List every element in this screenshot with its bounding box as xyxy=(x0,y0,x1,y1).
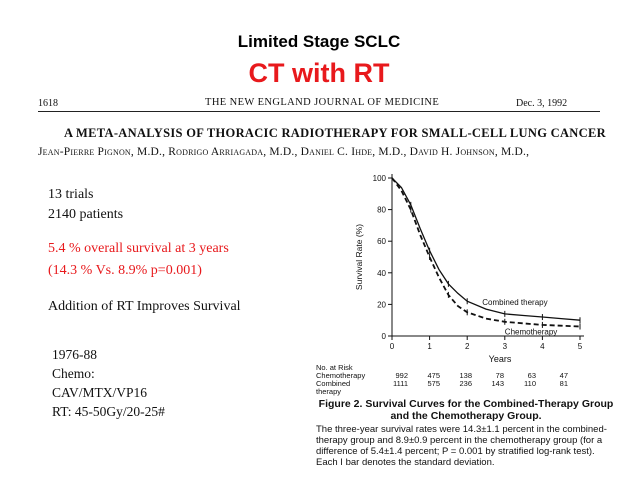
y-tick-label: 40 xyxy=(377,269,386,278)
risk-row-chemotherapy: Chemotherapy 992 475 138 78 63 47 xyxy=(316,372,572,380)
y-axis-label: Survival Rate (%) xyxy=(354,224,364,290)
risk-cell: 78 xyxy=(495,371,504,380)
regimen-chemo-label: Chemo: xyxy=(52,366,95,381)
slide-title-line2: CT with RT xyxy=(248,58,390,88)
regimen-rt: RT: 45-50Gy/20-25# xyxy=(52,404,165,419)
trials-count: 13 trials xyxy=(48,187,94,202)
risk-cell: 63 xyxy=(527,371,536,380)
survival-detail: (14.3 % Vs. 8.9% p=0.001) xyxy=(48,263,202,278)
x-tick-label: 2 xyxy=(465,342,470,351)
y-tick-label: 80 xyxy=(377,206,386,215)
series-annotation: Chemotherapy xyxy=(505,327,557,336)
risk-row-label: Chemotherapy xyxy=(316,371,366,380)
series-line-chemo xyxy=(391,177,581,328)
risk-cell: 475 xyxy=(427,371,440,380)
figure-caption-title: Figure 2. Survival Curves for the Combin… xyxy=(318,398,614,422)
risk-cell: 47 xyxy=(559,371,568,380)
y-tick-label: 100 xyxy=(373,174,387,183)
risk-cell: 992 xyxy=(395,371,408,380)
y-tick-label: 20 xyxy=(377,300,386,309)
article-title: A META-ANALYSIS OF THORACIC RADIOTHERAPY… xyxy=(64,126,606,140)
slide-title-line1: Limited Stage SCLC xyxy=(237,32,401,51)
regimen-chemo-drugs: CAV/MTX/VP16 xyxy=(52,385,148,400)
risk-cell: 236 xyxy=(459,379,472,388)
risk-table-header: No. at Risk xyxy=(316,363,353,372)
figure-caption: Figure 2. Survival Curves for the Combin… xyxy=(316,398,616,468)
risk-cell: 81 xyxy=(559,379,568,388)
survival-chart: 0 20 40 60 80 100 0 1 2 3 4 5 Years Survival Rate (%)… xyxy=(354,174,584,363)
risk-cell: 575 xyxy=(427,379,440,388)
journal-name: THE NEW ENGLAND JOURNAL OF MEDICINE xyxy=(205,97,440,108)
x-tick-label: 1 xyxy=(427,342,432,351)
x-tick-label: 5 xyxy=(578,342,583,351)
series-annotation: Combined therapy xyxy=(482,298,547,307)
x-tick-label: 4 xyxy=(540,342,545,351)
y-tick-label: 0 xyxy=(382,332,387,341)
x-tick-label: 0 xyxy=(390,342,395,351)
conclusion-text: Addition of RT Improves Survival xyxy=(48,299,241,314)
patients-count: 2140 patients xyxy=(48,207,124,222)
risk-row-combined: Combined therapy 1111 575 236 143 110 81 xyxy=(316,380,572,396)
risk-cell: 143 xyxy=(491,379,504,388)
journal-date: Dec. 3, 1992 xyxy=(516,98,568,109)
risk-cell: 1111 xyxy=(392,379,408,388)
series-line-combined xyxy=(391,177,581,321)
survival-benefit: 5.4 % overall survival at 3 years xyxy=(48,241,229,256)
x-tick-label: 3 xyxy=(503,342,508,351)
x-axis-label: Years xyxy=(489,354,512,363)
journal-page-number: 1618 xyxy=(38,98,58,109)
regimen-block: 1976-88 Chemo: CAV/MTX/VP16 RT: 45-50Gy/… xyxy=(52,345,165,421)
y-tick-label: 60 xyxy=(377,237,386,246)
figure-caption-body: The three-year survival rates were 14.3±… xyxy=(316,424,607,468)
risk-cell: 110 xyxy=(524,379,536,388)
regimen-years: 1976-88 xyxy=(52,347,97,362)
risk-table: No. at Risk Chemotherapy 992 475 138 78 … xyxy=(316,363,572,396)
header-divider xyxy=(38,111,600,112)
risk-row-label: Combined therapy xyxy=(316,379,351,396)
risk-cell: 138 xyxy=(459,371,472,380)
article-authors: Jean-Pierre Pignon, M.D., Rodrigo Arriag… xyxy=(38,146,530,158)
